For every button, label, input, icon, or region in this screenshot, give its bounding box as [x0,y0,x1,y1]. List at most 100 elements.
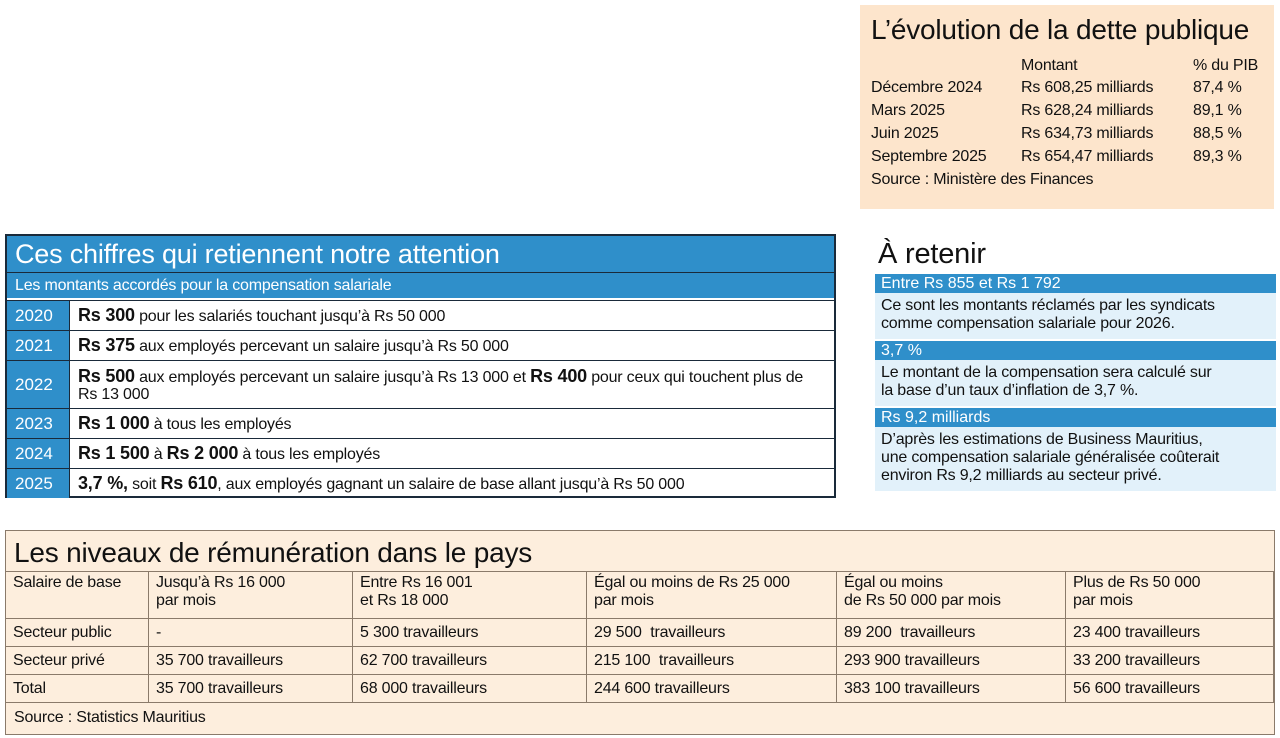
text: soit [127,475,161,493]
debt-period: Septembre 2025 [871,148,987,165]
rule [6,571,1274,572]
comp-desc-text: 3,7 %, soit Rs 610, aux employés gagnant… [78,472,685,493]
debt-pct: 89,1 % [1193,102,1242,119]
pay-column-header: Égal ou moins de Rs 50 000 par mois [837,571,1066,619]
text: pour les salariés touchant jusqu’à Rs 50… [134,308,446,325]
debt-period: Juin 2025 [871,125,939,142]
amount: Rs 1 000 [78,413,150,433]
pay-header-line: Jusqu’à Rs 16 000 [156,574,286,591]
amount: Rs 2 000 [166,443,239,463]
debt-amount: Rs 654,47 milliards [1021,148,1154,165]
pay-cell: 35 700 travailleurs [149,675,353,703]
retenir-line: comme compensation salariale pour 2026. [881,315,1175,332]
amount: Rs 500 [78,365,135,386]
pay-cell: 33 200 travailleurs [1066,647,1274,675]
retenir-line: la base d’un taux d’inflation de 3,7 %. [881,382,1139,399]
amount: Rs 1 500 [78,443,150,463]
amount: Rs 610 [160,472,218,493]
pay-cell: 244 600 travailleurs [587,675,837,703]
pay-cell: 62 700 travailleurs [353,647,587,675]
comp-desc: 3,7 %, soit Rs 610, aux employés gagnant… [69,469,834,498]
retenir-panel: À retenir Entre Rs 855 et Rs 1 792 Ce sont… [870,234,1276,498]
comp-row: 2021 Rs 375 aux employés percevant un sal… [7,330,834,361]
pay-header-line: par mois [156,592,216,609]
debt-period: Mars 2025 [871,102,945,119]
pay-cell: 5 300 travailleurs [353,619,587,647]
debt-pct: 87,4 % [1193,79,1242,96]
amount: Rs 375 [78,335,135,355]
pay-cell: 215 100 travailleurs [587,647,837,675]
text: pour ceux qui touchent plus de Rs 13 000 [78,368,808,403]
pay-cell: 89 200 travailleurs [837,619,1066,647]
retenir-label: 3,7 % [875,341,1276,360]
pay-cell: - [149,619,353,647]
pay-cell: 23 400 travailleurs [1066,619,1274,647]
pay-header-line: et Rs 18 000 [360,592,449,609]
debt-pct: 89,3 % [1193,148,1242,165]
pay-column-header: Entre Rs 16 001 et Rs 18 000 [353,571,587,619]
comp-row: 2025 3,7 %, soit Rs 610, aux employés gag… [7,468,834,498]
pay-column-header: Égal ou moins de Rs 25 000 par mois [587,571,837,619]
pay-row-header: Secteur public [6,619,149,647]
comp-subtitle: Les montants accordés pour la compensati… [7,272,834,298]
comp-year: 2023 [7,409,69,439]
comp-row: 2022 Rs 500 aux employés percevant un sal… [7,360,834,409]
pay-cell: 29 500 travailleurs [587,619,837,647]
pay-source: Source : Statistics Mauritius [14,709,206,726]
comp-year: 2022 [7,361,69,409]
comp-row: 2020 Rs 300 pour les salariés touchant ju… [7,300,834,331]
comp-title: Ces chiffres qui retiennent notre attent… [7,236,834,272]
comp-row: 2024 Rs 1 500 à Rs 2 000 à tous les emplo… [7,438,834,469]
comp-desc-text: Rs 500 aux employés percevant un salaire… [78,365,826,403]
pay-header-line: Égal ou moins [844,574,943,591]
comp-desc-text: Rs 375 aux employés percevant un salaire… [78,335,509,355]
text: à [149,446,167,463]
retenir-line: Le montant de la compensation sera calcu… [881,364,1212,381]
comp-desc-text: Rs 300 pour les salariés touchant jusqu’… [78,305,446,325]
comp-year: 2024 [7,439,69,469]
comp-desc: Rs 500 aux employés percevant un salaire… [69,361,834,409]
debt-amount: Rs 608,25 milliards [1021,79,1154,96]
retenir-title: À retenir [878,238,986,270]
pay-header-line: Entre Rs 16 001 [360,574,473,591]
retenir-line: environ Rs 9,2 milliards au secteur priv… [881,467,1162,484]
comp-row: 2023 Rs 1 000 à tous les employés [7,408,834,439]
pay-row-header: Secteur privé [6,647,149,675]
pay-cell: 383 100 travailleurs [837,675,1066,703]
pay-header-line: par mois [594,592,654,609]
retenir-line: une compensation salariale généralisée c… [881,449,1220,466]
debt-source: Source : Ministère des Finances [871,171,1094,188]
pay-cell: 68 000 travailleurs [353,675,587,703]
debt-pct: 88,5 % [1193,125,1242,142]
pay-column-header: Plus de Rs 50 000 par mois [1066,571,1274,619]
comp-desc: Rs 1 500 à Rs 2 000 à tous les employés [69,439,834,469]
pay-cell: 56 600 travailleurs [1066,675,1274,703]
pay-header-line: de Rs 50 000 par mois [844,592,1001,609]
amount: Rs 300 [78,305,135,325]
retenir-label: Rs 9,2 milliards [875,408,1276,427]
amount: Rs 400 [530,365,587,386]
pay-header-line: Égal ou moins de Rs 25 000 [594,574,790,591]
comp-desc: Rs 375 aux employés percevant un salaire… [69,331,834,361]
pay-panel: Les niveaux de rémunération dans le pays… [5,530,1275,735]
pay-header-line: par mois [1073,592,1133,609]
text: , aux employés gagnant un salaire de bas… [217,475,685,493]
text: à tous les employés [238,446,380,463]
debt-amount: Rs 628,24 milliards [1021,102,1154,119]
debt-column-header: % du PIB [1193,57,1259,74]
comp-year: 2021 [7,331,69,361]
pay-cell: 35 700 travailleurs [149,647,353,675]
text: aux employés percevant un salaire jusqu’… [134,338,509,355]
debt-column-header: Montant [1021,57,1078,74]
pay-header-line: Plus de Rs 50 000 [1073,574,1201,591]
retenir-label: Entre Rs 855 et Rs 1 792 [875,274,1276,293]
debt-period: Décembre 2024 [871,79,983,96]
debt-title: L’évolution de la dette publique [871,14,1250,45]
retenir-line: Ce sont les montants réclamés par les sy… [881,297,1215,314]
comp-year: 2025 [7,469,69,498]
amount: 3,7 %, [78,472,128,493]
debt-panel: L’évolution de la dette publique Montant%… [860,5,1274,209]
comp-desc: Rs 1 000 à tous les employés [69,409,834,439]
retenir-box: Le montant de la compensation sera calcu… [875,360,1276,406]
